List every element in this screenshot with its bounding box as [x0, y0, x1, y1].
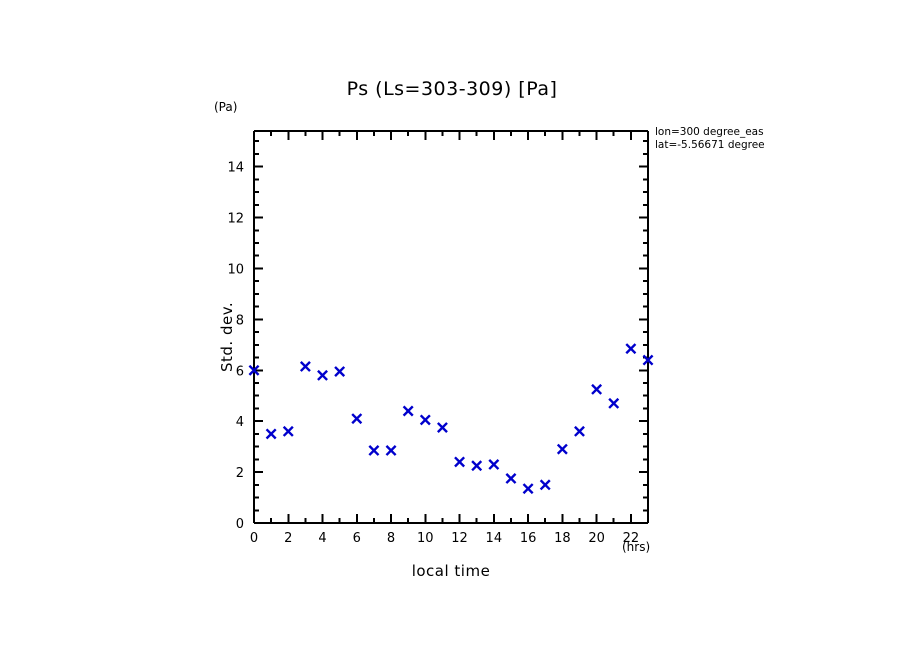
x-tick-label: 22: [623, 531, 640, 546]
data-point-marker: [317, 369, 328, 381]
plot-axes: [252, 129, 650, 525]
data-point-marker: [522, 483, 534, 495]
data-point-marker: [454, 456, 466, 468]
y-tick-label: 8: [236, 313, 244, 328]
x-tick-label: 20: [588, 531, 605, 546]
x-tick-label: 16: [520, 531, 537, 546]
data-point-marker: [282, 425, 294, 437]
data-point-marker: [505, 473, 517, 484]
data-point-marker: [539, 479, 551, 491]
data-point-marker: [299, 361, 311, 372]
annotation-latitude: lat=-5.56671 degree: [655, 139, 765, 151]
y-tick-label: 14: [227, 161, 244, 176]
x-tick-label: 2: [284, 531, 292, 546]
x-axis-unit-label: (hrs): [622, 540, 651, 554]
y-tick-label: 10: [227, 262, 244, 277]
data-point-marker: [402, 405, 414, 417]
data-point-marker: [556, 443, 568, 455]
data-point-marker: [608, 397, 620, 409]
data-points: [248, 343, 654, 495]
x-tick-label: 12: [451, 531, 468, 546]
x-axis-label: local time: [411, 562, 491, 580]
data-point-marker: [625, 343, 637, 355]
chart-title: Ps (Ls=303-309) [Pa]: [346, 78, 558, 100]
x-tick-label: 6: [353, 531, 361, 546]
y-tick-label: 2: [236, 466, 244, 481]
data-point-marker: [591, 383, 603, 395]
annotation-longitude: lon=300 degree_eas: [655, 126, 764, 138]
data-point-marker: [488, 459, 500, 470]
x-tick-label: 18: [554, 531, 571, 546]
data-point-marker: [351, 413, 363, 425]
y-tick-label: 4: [236, 415, 244, 430]
y-tick-label: 12: [227, 212, 244, 227]
x-tick-label: 0: [250, 531, 258, 546]
x-tick-label: 14: [486, 531, 503, 546]
data-point-marker: [471, 460, 483, 472]
x-tick-label: 8: [387, 531, 395, 546]
y-tick-label: 0: [236, 517, 244, 532]
data-point-marker: [265, 428, 277, 440]
data-point-marker: [419, 414, 431, 426]
tick-labels: 0 2 4 6 8 10 12 14 16 18 20 22 0 2 4 6 8 10 12 14: [227, 161, 639, 546]
y-axis-unit-label: (Pa): [214, 100, 238, 114]
data-point-marker: [248, 364, 260, 376]
data-point-marker: [334, 366, 346, 377]
data-point-marker: [436, 422, 448, 433]
data-point-marker: [574, 425, 585, 437]
x-tick-label: 10: [417, 531, 434, 546]
y-tick-label: 6: [236, 364, 244, 379]
data-point-marker: [368, 445, 380, 456]
y-axis-label: Std. dev.: [218, 301, 236, 372]
data-point-marker: [642, 354, 654, 366]
data-point-marker: [385, 445, 397, 456]
x-tick-label: 4: [318, 531, 326, 546]
